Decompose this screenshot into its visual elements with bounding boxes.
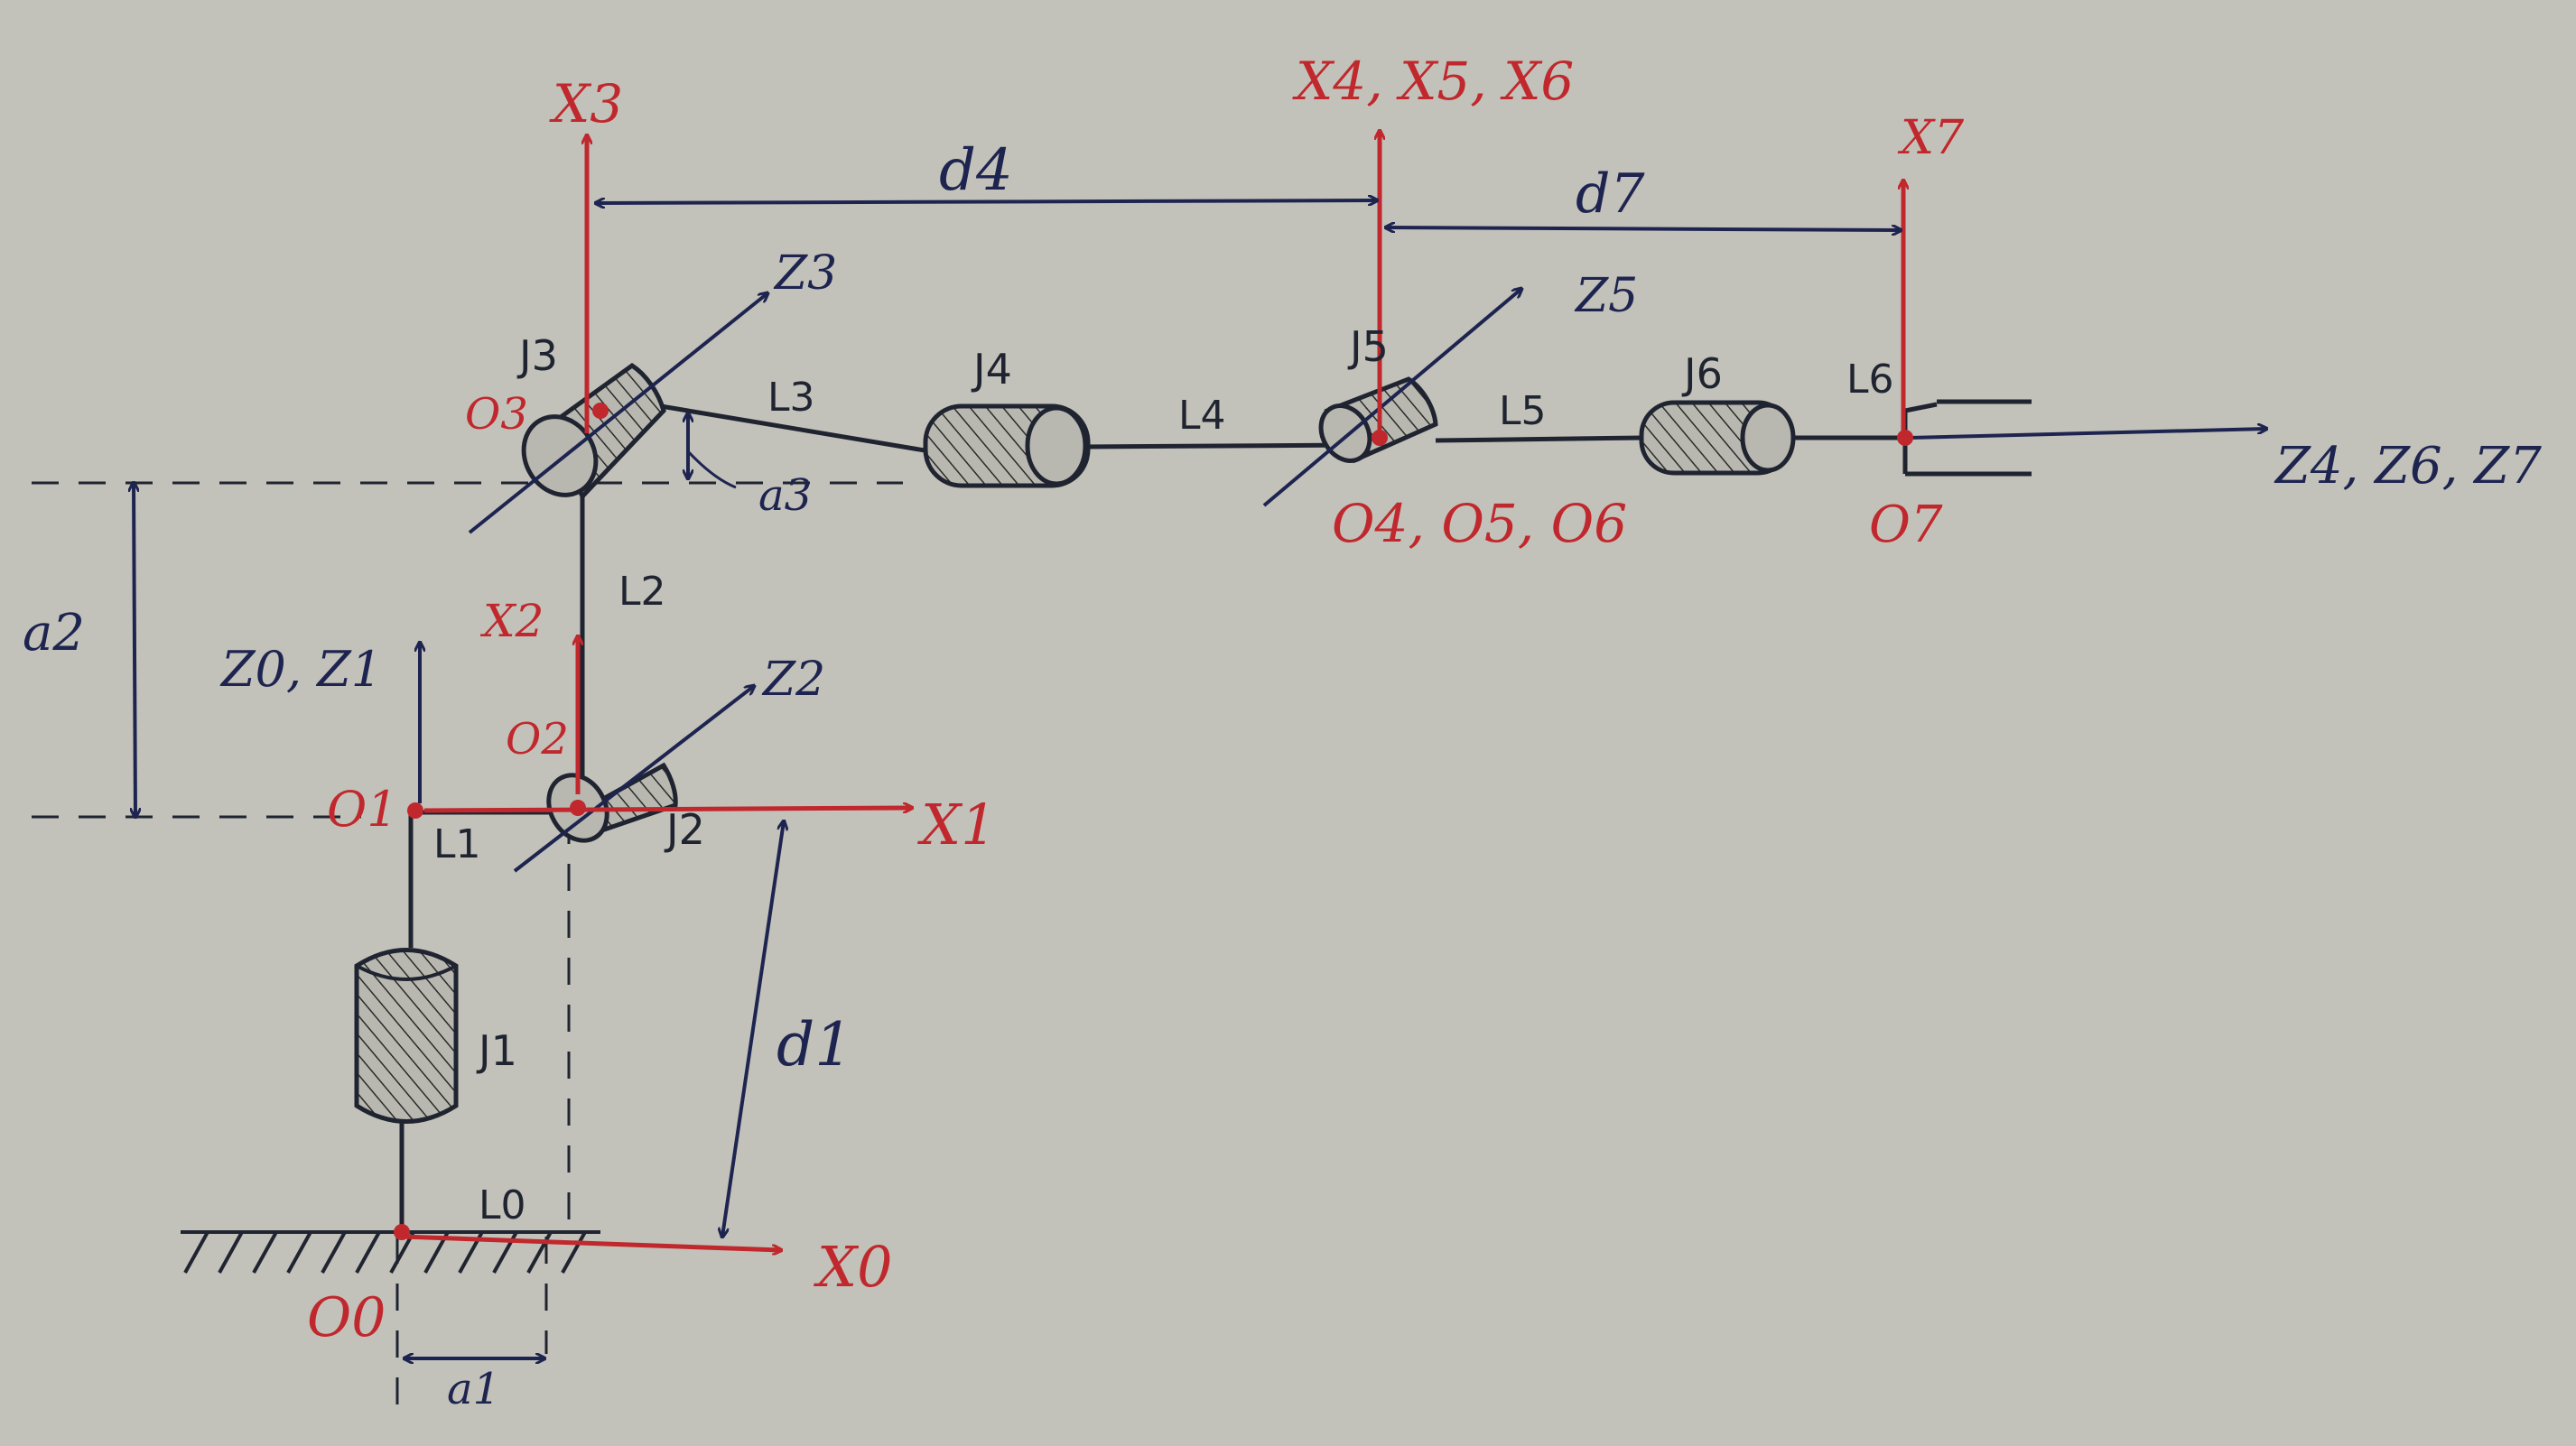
a2-dimension-arrow <box>134 483 135 817</box>
joint-j1-label: J1 <box>476 1026 517 1075</box>
x2-label: X2 <box>479 595 544 647</box>
link-l5-label: L5 <box>1499 388 1547 434</box>
joint-j6-label: J6 <box>1681 349 1723 398</box>
link-l3-label: L3 <box>767 375 815 421</box>
link-l6-label: L6 <box>1846 357 1894 403</box>
x7-label: X7 <box>1897 111 1965 165</box>
o2-label: O2 <box>506 714 569 765</box>
x1-label: X1 <box>917 792 997 857</box>
x3-label: X3 <box>549 73 623 134</box>
o0-label: O0 <box>307 1286 386 1349</box>
d4-label: d4 <box>939 137 1013 204</box>
joint-j6 <box>1641 403 1793 473</box>
z3-label: Z3 <box>773 246 837 301</box>
a1-label: a1 <box>447 1364 500 1414</box>
joint-j5-label: J5 <box>1347 322 1389 371</box>
link-l5-body <box>1436 438 1643 440</box>
x0-label: X0 <box>814 1234 893 1300</box>
joint-j3-label: J3 <box>516 331 558 380</box>
z467-label: Z4, Z6, Z7 <box>2274 437 2542 496</box>
o456-label: O4, O5, O6 <box>1332 493 1627 554</box>
joint-j1 <box>357 950 456 1122</box>
joint-j4 <box>925 406 1088 486</box>
link-l0-label: L0 <box>479 1182 526 1228</box>
z5-label: Z5 <box>1574 269 1638 323</box>
d7-label: d7 <box>1576 162 1645 226</box>
link-l1-label: L1 <box>433 821 481 867</box>
joint-j2-label: J2 <box>664 805 705 854</box>
o1-label: O1 <box>327 781 398 838</box>
o3-label: O3 <box>465 389 528 440</box>
joint-j4-label: J4 <box>971 345 1012 394</box>
a2-label: a2 <box>23 604 85 663</box>
x456-label: X4, X5, X6 <box>1292 51 1574 112</box>
d1-label: d1 <box>777 1010 852 1080</box>
a3-label: a3 <box>758 470 812 521</box>
link-l4-body <box>1083 445 1359 447</box>
link-l4-label: L4 <box>1178 393 1226 439</box>
link-l2-label: L2 <box>618 569 666 615</box>
z01-label: Z0, Z1 <box>219 641 382 698</box>
z2-label: Z2 <box>761 653 825 707</box>
o7-label: O7 <box>1869 496 1943 554</box>
